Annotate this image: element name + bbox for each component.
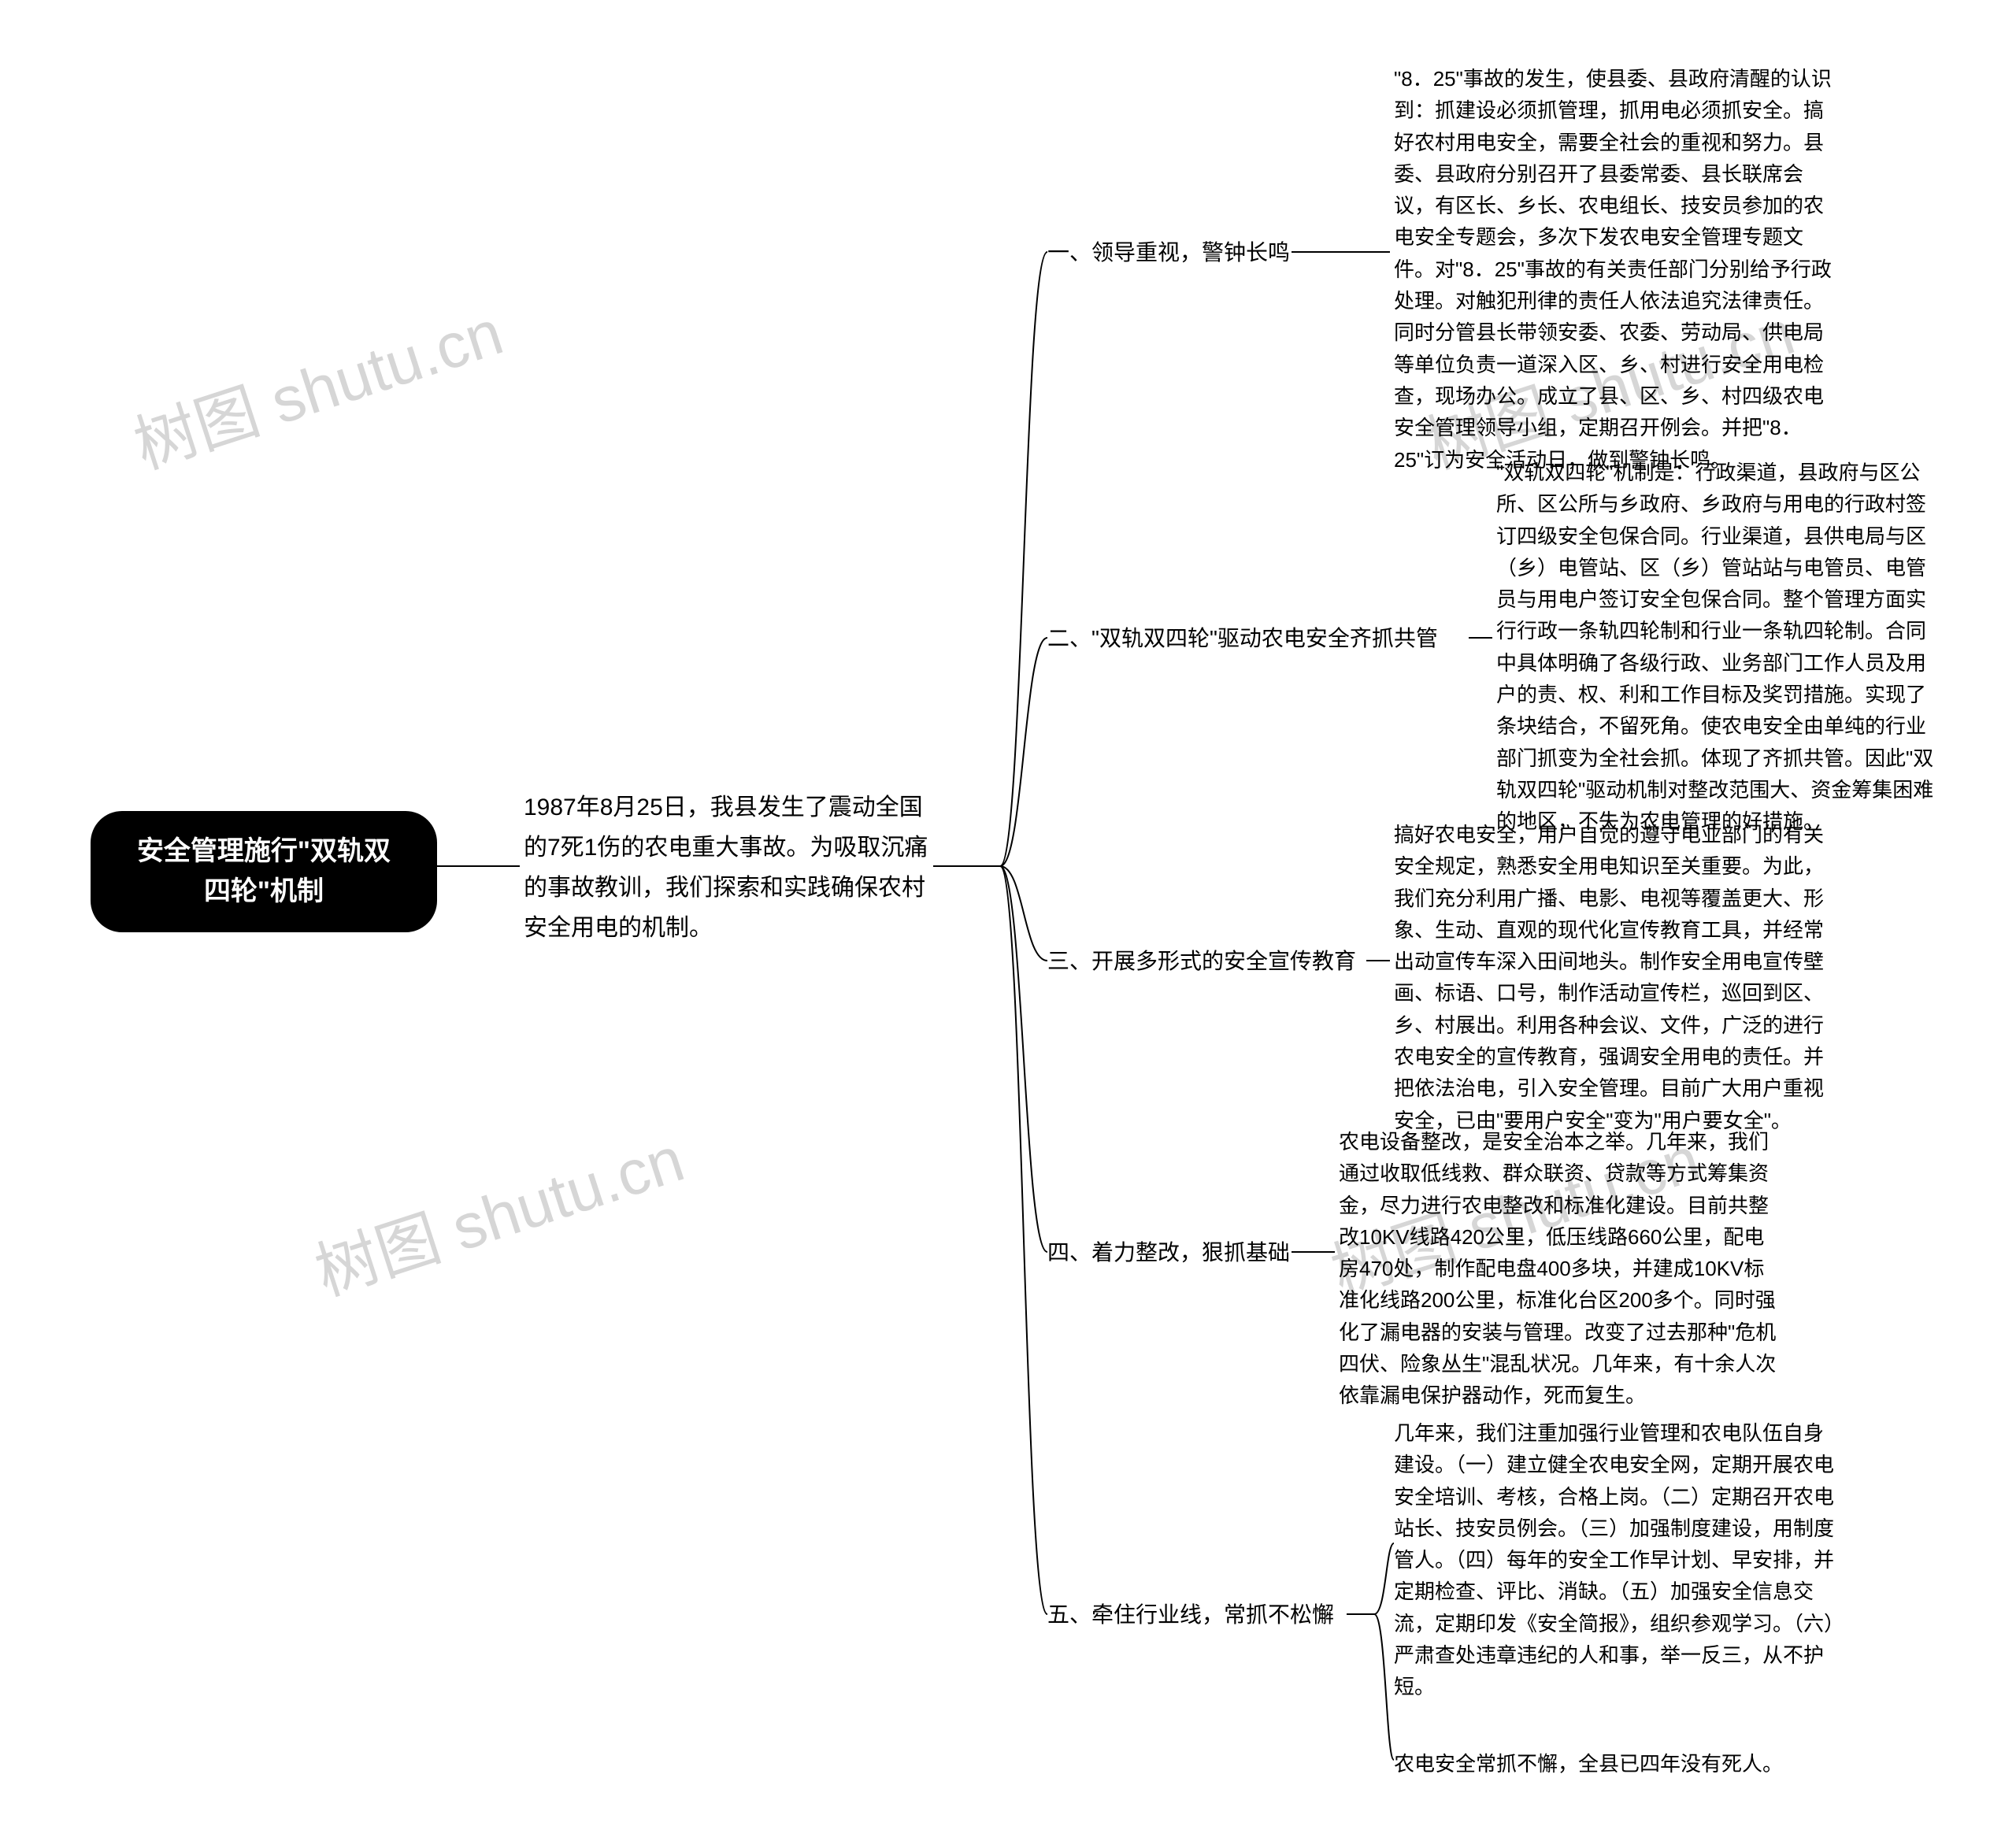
branch-3-label: 三、开展多形式的安全宣传教育 <box>1047 945 1356 978</box>
intro-text: 1987年8月25日，我县发生了震动全国的7死1伤的农电重大事故。为吸取沉痛的事… <box>524 787 933 948</box>
root-node: 安全管理施行"双轨双四轮"机制 <box>91 811 437 932</box>
branch-5-leaf-a: 几年来，我们注重加强行业管理和农电队伍自身建设。（一）建立健全农电安全网，定期开… <box>1394 1417 1835 1703</box>
branch-1-label: 一、领导重视，警钟长鸣 <box>1047 236 1290 269</box>
branch-1-leaf: "8．25"事故的发生，使县委、县政府清醒的认识到：抓建设必须抓管理，抓用电必须… <box>1394 63 1835 476</box>
branch-4-leaf: 农电设备整改，是安全治本之举。几年来，我们通过收取低线救、群众联资、贷款等方式筹… <box>1339 1126 1780 1412</box>
branch-2-leaf: "双轨双四轮"机制是：行政渠道，县政府与区公所、区公所与乡政府、乡政府与用电的行… <box>1496 457 1937 838</box>
watermark: 树图 shutu.cn <box>302 1109 694 1313</box>
watermark: 树图 shutu.cn <box>121 282 513 487</box>
branch-3-leaf: 搞好农电安全，用户自觉的遵守电业部门的有关安全规定，熟悉安全用电知识至关重要。为… <box>1394 819 1835 1136</box>
branch-5-label: 五、牵住行业线，常抓不松懈 <box>1047 1598 1334 1631</box>
branch-5-leaf-b: 农电安全常抓不懈，全县已四年没有死人。 <box>1394 1748 1835 1780</box>
branch-4-label: 四、着力整改，狠抓基础 <box>1047 1236 1290 1269</box>
branch-2-label: 二、"双轨双四轮"驱动农电安全齐抓共管 <box>1047 622 1438 655</box>
